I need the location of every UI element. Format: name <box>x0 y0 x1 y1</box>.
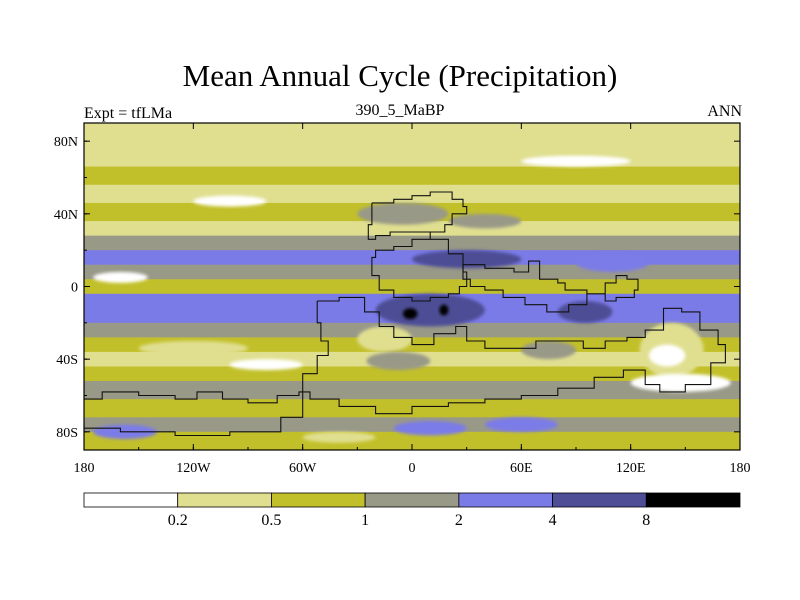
precip-patch-8 <box>557 301 613 323</box>
colorbar: 0.2 0.5 1 2 4 8 <box>83 492 741 529</box>
precip-patch-4 <box>448 213 522 229</box>
colorbar-swatch-0 <box>83 492 179 508</box>
zonal-band-9 <box>84 279 740 295</box>
x-axis: 180 120W 60W 0 60E 120E 180 <box>74 123 751 476</box>
precip-patch-2 <box>229 359 303 371</box>
chart-title: Mean Annual Cycle (Precipitation) <box>182 58 618 93</box>
precip-patch-10 <box>439 304 449 316</box>
x-tick-label-6: 180 <box>730 461 751 476</box>
zonal-band-7 <box>84 250 740 266</box>
precip-patch-21 <box>193 195 267 207</box>
colorbar-label-2: 1 <box>361 512 369 529</box>
colorbar-swatch-2 <box>271 492 366 508</box>
x-tick-label-1: 120W <box>176 461 211 476</box>
zonal-band-12 <box>84 322 740 338</box>
zonal-band-15 <box>84 366 740 382</box>
y-tick-label-2: 0 <box>71 281 78 296</box>
coastline-north-africa-eurasia <box>367 191 468 302</box>
precip-patch-16 <box>484 417 558 432</box>
precip-patch-15 <box>630 373 731 392</box>
x-tick-label-5: 120E <box>616 461 646 476</box>
zonal-band-3 <box>84 184 740 204</box>
zonal-band-5 <box>84 221 740 237</box>
zonal-band-8 <box>84 264 740 280</box>
precip-patch-22 <box>521 155 631 167</box>
y-tick-label-1: 40N <box>54 208 78 223</box>
y-tick-label-0: 80N <box>54 135 78 150</box>
colorbar-swatch-1 <box>177 492 272 508</box>
zonal-band-16 <box>84 380 740 400</box>
precip-patch-6 <box>576 253 649 272</box>
colorbar-swatch-4 <box>458 492 553 508</box>
map-field-layer <box>84 123 740 450</box>
x-tick-label-0: 180 <box>74 461 95 476</box>
zonal-band-2 <box>84 166 740 186</box>
precip-patch-5 <box>412 250 522 269</box>
precip-patch-0 <box>93 271 148 283</box>
colorbar-label-5: 8 <box>642 512 650 529</box>
coastline-southwest-margin <box>84 391 304 437</box>
precip-patch-17 <box>393 420 467 436</box>
precip-patch-9 <box>402 308 418 320</box>
season-label: ANN <box>707 103 742 120</box>
y-tick-label-4: 80S <box>56 426 78 441</box>
colorbar-label-0: 0.2 <box>168 512 188 529</box>
precip-patch-1 <box>138 341 248 356</box>
y-axis: 80N 40N 0 40S 80S <box>54 135 740 441</box>
zonal-band-1 <box>84 144 740 168</box>
experiment-label: Expt = tfLMa <box>84 105 173 122</box>
zonal-band-19 <box>84 431 740 450</box>
precip-patch-7 <box>375 293 485 327</box>
colorbar-label-3: 2 <box>455 512 463 529</box>
y-tick-label-3: 40S <box>56 353 78 368</box>
case-label: 390_5_MaBP <box>355 102 445 119</box>
zonal-band-0 <box>84 123 740 146</box>
land-outline-layer <box>84 191 726 437</box>
precip-patch-20 <box>521 341 577 360</box>
precip-patch-3 <box>357 202 449 225</box>
x-tick-label-2: 60W <box>289 461 317 476</box>
coastline-south-gondwana <box>302 296 726 415</box>
colorbar-swatch-3 <box>364 492 460 508</box>
x-tick-label-3: 0 <box>409 461 416 476</box>
colorbar-swatch-6 <box>645 492 741 508</box>
colorbar-label-1: 0.5 <box>261 512 281 529</box>
precip-patch-11 <box>357 326 412 352</box>
x-tick-label-4: 60E <box>510 461 533 476</box>
precip-patch-12 <box>366 351 431 371</box>
coastline-central-asia <box>462 260 639 313</box>
colorbar-swatch-5 <box>552 492 647 508</box>
precip-patch-14 <box>648 344 686 367</box>
colorbar-label-4: 4 <box>549 512 557 529</box>
precip-patch-19 <box>302 431 376 443</box>
